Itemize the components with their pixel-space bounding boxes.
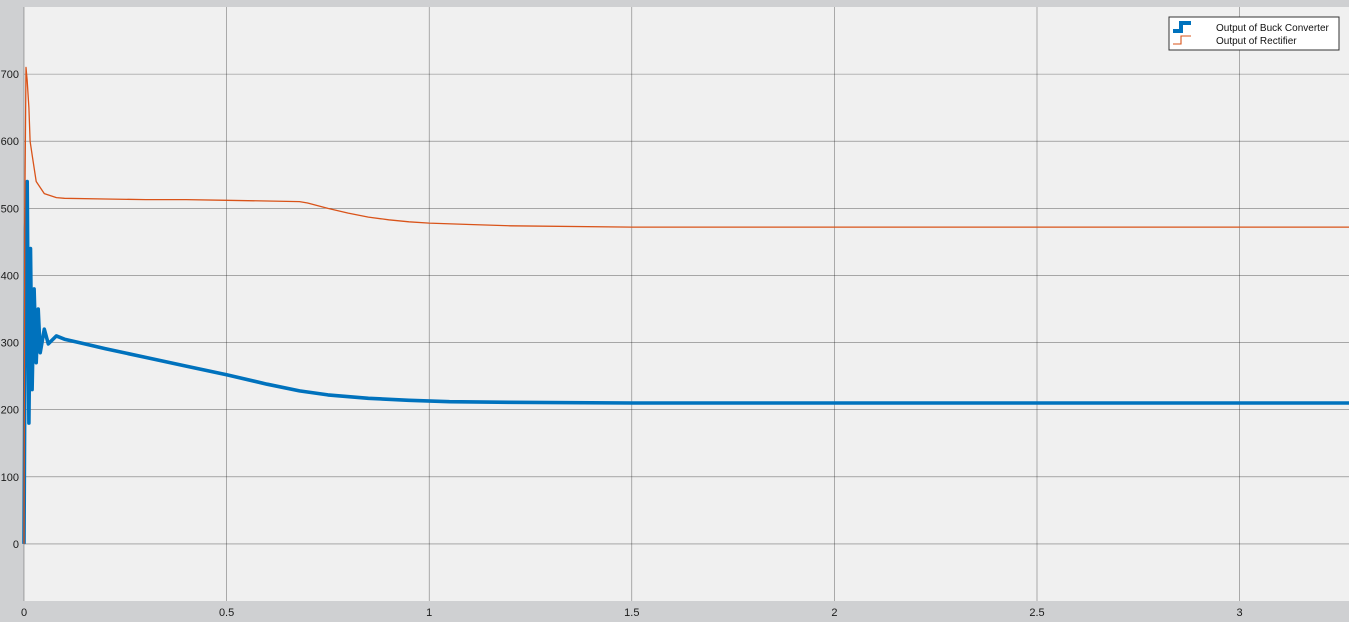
x-tick-label: 1 [426,607,432,619]
plot-area [24,7,1349,601]
x-tick-label: 1.5 [624,607,639,619]
y-tick-label: 400 [1,270,19,282]
legend-label-1: Output of Buck Converter [1216,23,1330,34]
x-tick-label: 2 [831,607,837,619]
y-tick-label: 100 [1,472,19,484]
y-tick-label: 300 [1,338,19,350]
y-tick-label: 700 [1,69,19,81]
y-tick-label: 200 [1,405,19,417]
x-tick-label: 2.5 [1029,607,1044,619]
y-tick-label: 500 [1,203,19,215]
legend-swatch-2 [1173,35,1191,45]
tick-labels: 0 0.5 1 1.5 2 2.5 3 0 100 200 300 400 500 600 700 [1,69,1243,619]
y-tick-label: 600 [1,136,19,148]
legend: Output of Buck Converter Output of Rectif… [1168,16,1340,51]
legend-swatch-1 [1173,21,1191,33]
y-tick-label: 0 [13,539,19,551]
legend-box [1168,16,1340,51]
grid [23,7,1349,601]
legend-label-2: Output of Rectifier [1216,36,1297,47]
series-lines [22,66,1349,544]
series-line-2 [23,66,1349,544]
series-line-1 [22,179,1349,544]
x-tick-label: 0 [21,607,27,619]
x-tick-label: 0.5 [219,607,234,619]
x-tick-label: 3 [1237,607,1243,619]
